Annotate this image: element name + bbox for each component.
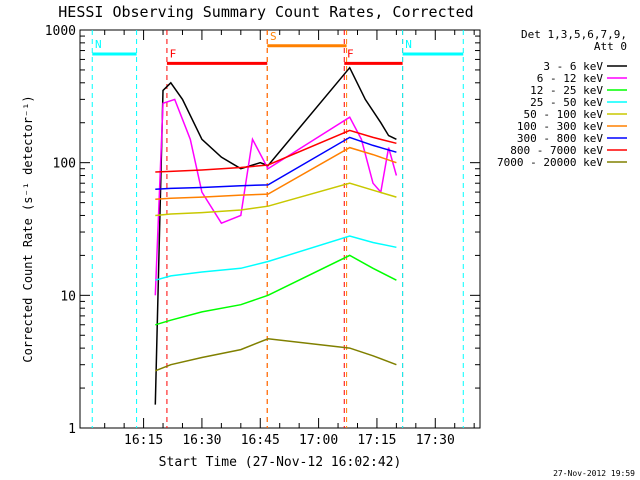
flag-label: F — [170, 47, 177, 60]
series-line — [154, 98, 398, 296]
legend-label: 6 - 12 keV — [537, 72, 604, 85]
legend-label: 3 - 6 keV — [543, 60, 603, 73]
series-line — [155, 146, 397, 200]
y-tick-label: 1000 — [45, 24, 76, 39]
legend-label: 800 - 7000 keV — [510, 144, 603, 157]
series-line — [155, 338, 397, 372]
x-tick-label: 17:15 — [357, 433, 396, 448]
x-tick-label: 16:45 — [241, 433, 280, 448]
x-tick-label: 17:30 — [416, 433, 455, 448]
x-tick-label: 17:00 — [299, 433, 338, 448]
legend-subtitle: Att 0 — [594, 40, 627, 53]
x-tick-label: 16:30 — [182, 433, 221, 448]
legend-label: 100 - 300 keV — [517, 120, 603, 133]
series-line — [155, 254, 397, 326]
flag-label: F — [347, 47, 354, 60]
chart-title: HESSI Observing Summary Count Rates, Cor… — [58, 3, 473, 21]
series-line — [155, 129, 397, 173]
series-line — [155, 235, 397, 281]
legend-label: 12 - 25 keV — [530, 84, 603, 97]
legend-label: 25 - 50 keV — [530, 96, 603, 109]
legend-title: Det 1,3,5,6,7,9, — [521, 28, 627, 41]
series-line — [155, 136, 397, 191]
flag-label: N — [95, 38, 102, 51]
plot-frame — [79, 29, 481, 429]
series-line — [155, 182, 397, 217]
legend-label: 300 - 800 keV — [517, 132, 603, 145]
flag-label: N — [405, 38, 412, 51]
flag-label: S — [270, 30, 277, 43]
y-tick-label: 10 — [60, 289, 76, 304]
legend-label: 50 - 100 keV — [524, 108, 604, 121]
legend-label: 7000 - 20000 keV — [497, 156, 603, 169]
y-axis-label: Corrected Count Rate (s⁻¹ detector⁻¹) — [21, 95, 35, 362]
timestamp: 27-Nov-2012 19:59 — [553, 469, 635, 478]
y-tick-label: 100 — [53, 157, 76, 172]
y-tick-label: 1 — [68, 422, 76, 437]
series-line — [154, 66, 397, 405]
plot-area: 1 10 100 1000 16:15 16:30 16:45 17:00 17:15 17:30… — [45, 24, 481, 448]
x-axis-label: Start Time (27-Nov-12 16:02:42) — [159, 455, 402, 470]
x-tick-label: 16:15 — [124, 433, 163, 448]
